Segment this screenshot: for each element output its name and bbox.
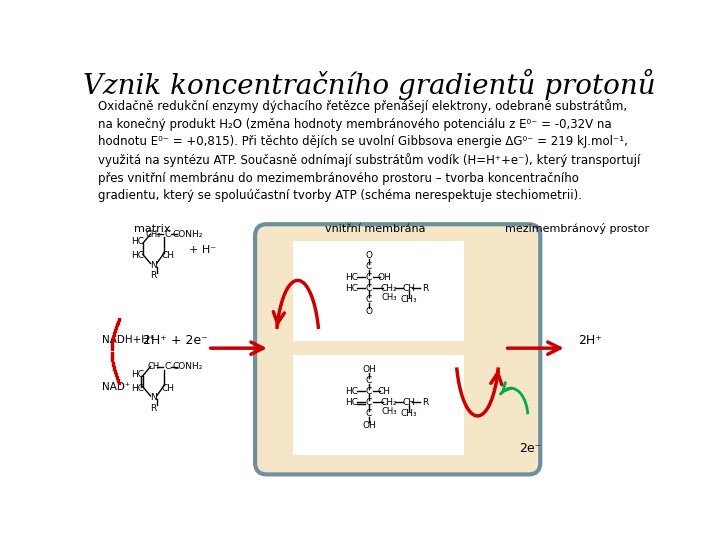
Text: CONH₂: CONH₂ [173, 362, 203, 371]
Text: HC: HC [346, 397, 359, 407]
Text: NADH+H⁺: NADH+H⁺ [102, 335, 154, 346]
Text: 2H⁺: 2H⁺ [578, 334, 602, 347]
Text: R: R [422, 284, 428, 293]
Text: C: C [164, 362, 171, 371]
FancyBboxPatch shape [293, 355, 464, 455]
Text: CH: CH [402, 284, 416, 293]
Text: C: C [366, 273, 372, 282]
Text: O: O [366, 307, 372, 316]
Text: HC: HC [132, 238, 145, 246]
Text: HC: HC [132, 384, 145, 393]
Text: CH: CH [161, 384, 174, 393]
Text: CH₂: CH₂ [381, 284, 397, 293]
Text: CH₂: CH₂ [381, 397, 397, 407]
Text: CH₃: CH₃ [382, 293, 397, 302]
Text: NAD⁺: NAD⁺ [102, 382, 130, 392]
Text: CH₂: CH₂ [145, 230, 161, 239]
FancyBboxPatch shape [255, 224, 540, 475]
Text: OH: OH [377, 273, 392, 282]
Text: R: R [422, 397, 428, 407]
Text: C: C [366, 409, 372, 418]
Text: HC: HC [132, 251, 145, 260]
Text: HC: HC [132, 370, 145, 379]
Text: 2e⁻: 2e⁻ [519, 442, 541, 455]
Text: CH: CH [148, 362, 160, 371]
Text: mezimembránový prostor: mezimembránový prostor [505, 224, 649, 234]
Text: C: C [164, 230, 171, 239]
Text: CH: CH [161, 251, 174, 260]
Text: N: N [150, 260, 157, 269]
Text: R: R [150, 271, 157, 280]
Text: Oxidačně redukční enzymy dýchacího řetězce přenášejí elektrony, odebrané substrá: Oxidačně redukční enzymy dýchacího řetěz… [98, 99, 640, 202]
Text: Vznik koncentračního gradientů protonů: Vznik koncentračního gradientů protonů [83, 69, 655, 99]
Text: CONH₂: CONH₂ [173, 230, 203, 239]
Text: R: R [150, 404, 157, 413]
Text: O: O [366, 251, 372, 260]
Text: OH: OH [362, 365, 376, 374]
Text: HC: HC [346, 273, 359, 282]
Text: vnitřní membrána: vnitřní membrána [325, 224, 426, 234]
Text: + H⁻: + H⁻ [189, 245, 216, 254]
Text: OH: OH [362, 421, 376, 430]
Text: C: C [366, 387, 372, 396]
Text: HC: HC [346, 387, 359, 396]
Text: CH₃: CH₃ [401, 409, 418, 418]
Text: 2H⁺ + 2e⁻: 2H⁺ + 2e⁻ [143, 334, 207, 347]
Text: C: C [366, 397, 372, 407]
Text: CH: CH [402, 397, 416, 407]
Text: matrix: matrix [134, 224, 170, 234]
Text: CH₃: CH₃ [382, 407, 397, 416]
Text: CH: CH [378, 387, 391, 396]
Text: C: C [366, 376, 372, 385]
Text: C: C [366, 262, 372, 271]
Text: CH₃: CH₃ [401, 295, 418, 304]
Text: C: C [366, 295, 372, 304]
Text: N: N [150, 393, 157, 402]
Text: HC: HC [346, 284, 359, 293]
FancyBboxPatch shape [293, 241, 464, 341]
Text: C: C [366, 284, 372, 293]
